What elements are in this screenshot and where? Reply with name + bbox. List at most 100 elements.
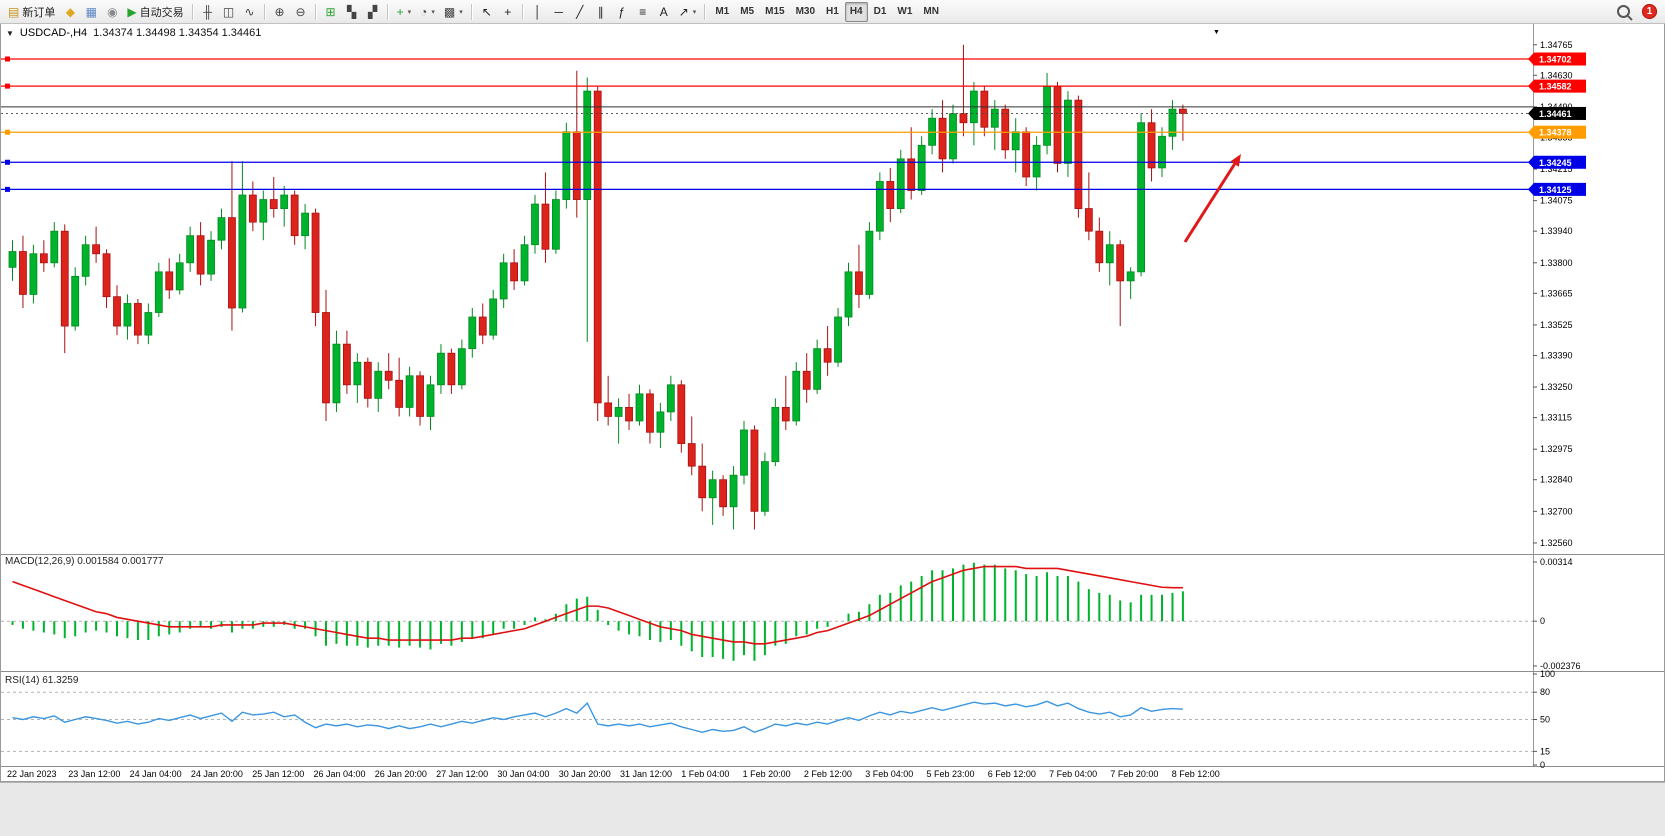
svg-text:1.32560: 1.32560: [1540, 538, 1573, 548]
svg-text:1.34215: 1.34215: [1540, 164, 1573, 174]
window-bottom-strip: [0, 782, 1665, 836]
svg-text:26 Jan 20:00: 26 Jan 20:00: [375, 769, 427, 779]
timeframe-d1-button[interactable]: D1: [873, 6, 887, 17]
timeframe-w1-button[interactable]: W1: [897, 6, 913, 17]
timeframe-buttons: M1 M5 M15 M30 H1 H4 D1 W1 MN: [710, 1, 944, 22]
timeframe-m1-button[interactable]: M1: [715, 6, 730, 17]
svg-text:1.33525: 1.33525: [1540, 320, 1573, 330]
autotrade-button[interactable]: ▶ 自动交易: [123, 2, 187, 22]
lines-group-button[interactable]: ≡: [633, 2, 653, 22]
rsi-axis-tick: 15: [1540, 746, 1550, 756]
vertical-line-button[interactable]: │: [528, 2, 548, 22]
hline-handle[interactable]: [5, 159, 10, 165]
svg-text:1.32700: 1.32700: [1540, 506, 1573, 516]
svg-text:27 Jan 12:00: 27 Jan 12:00: [436, 769, 488, 779]
price-chart-canvas[interactable]: 1.347651.346301.344901.343551.342151.340…: [1, 24, 1664, 780]
price-label: 1.34461: [1528, 106, 1586, 120]
market-watch-icon: ▦: [85, 4, 98, 19]
tile-windows-button[interactable]: ▚: [342, 2, 362, 22]
rsi-label: RSI(14) 61.3259: [5, 675, 79, 686]
hline-handle[interactable]: [5, 129, 10, 135]
svg-text:1.34378: 1.34378: [1539, 128, 1572, 138]
timeframe-m15-button[interactable]: M15: [765, 6, 785, 17]
toolbar: ▤ 新订单 ◆ ▦ ◉ ▶ 自动交易 ╫ ◫ ∿ ⊕ ⊖ ⊞ ▚ ▞ + ▾ ◔ ▾ ▩ ▾ ↖ + │ ─ ╱ ∥ ƒ ≡ A ↗ ▾ M1…: [0, 0, 1665, 24]
notification-badge[interactable]: 1: [1642, 4, 1657, 19]
rsi-axis-tick: 80: [1540, 687, 1550, 697]
svg-text:31 Jan 12:00: 31 Jan 12:00: [620, 769, 672, 779]
add-indicator-button[interactable]: + ▾: [393, 2, 416, 22]
candlestick-chart-button[interactable]: ◫: [219, 2, 239, 22]
tile-windows-icon: ▚: [346, 4, 357, 19]
cascade-windows-button[interactable]: ▞: [363, 2, 383, 22]
timeframe-m30-button[interactable]: M30: [795, 6, 816, 17]
crosshair-icon: +: [504, 4, 512, 19]
toolbar-separator: [386, 3, 389, 20]
dropdown-caret-icon: ▾: [431, 8, 435, 16]
line-chart-icon: ∿: [244, 4, 255, 19]
text-button[interactable]: A: [654, 2, 674, 22]
macd-label: MACD(12,26,9) 0.001584 0.001777: [5, 556, 164, 567]
svg-text:6 Feb 12:00: 6 Feb 12:00: [988, 769, 1036, 779]
svg-text:2 Feb 12:00: 2 Feb 12:00: [804, 769, 852, 779]
svg-text:1.33800: 1.33800: [1540, 258, 1573, 268]
fibonacci-button[interactable]: ƒ: [612, 2, 632, 22]
template-button[interactable]: ▩ ▾: [440, 2, 467, 22]
new-order-button-label: 新订单: [22, 6, 56, 19]
svg-text:1 Feb 20:00: 1 Feb 20:00: [743, 769, 791, 779]
hline-handle[interactable]: [5, 56, 10, 62]
charts-gallery-button[interactable]: ◆: [60, 2, 80, 22]
svg-text:24 Jan 04:00: 24 Jan 04:00: [130, 769, 182, 779]
svg-text:7 Feb 20:00: 7 Feb 20:00: [1110, 769, 1158, 779]
svg-text:26 Jan 04:00: 26 Jan 04:00: [314, 769, 366, 779]
chart-scroll-marker-icon[interactable]: ▼: [1213, 29, 1220, 36]
toolbar-separator: [521, 3, 524, 20]
rsi-axis-tick: 0: [1540, 760, 1545, 770]
clock-icon: ◔: [420, 4, 428, 19]
text-icon: A: [659, 4, 668, 19]
toolbar-separator: [314, 3, 317, 20]
horizontal-line-objects[interactable]: [1, 56, 1533, 192]
zoom-out-button[interactable]: ⊖: [291, 2, 311, 22]
rsi-axis-tick: 50: [1540, 715, 1550, 725]
svg-text:24 Jan 20:00: 24 Jan 20:00: [191, 769, 243, 779]
arrow-annotation[interactable]: [1183, 154, 1241, 243]
hline-handle[interactable]: [5, 83, 10, 89]
dropdown-caret-icon: ▾: [407, 8, 412, 16]
search-button[interactable]: [1613, 2, 1634, 22]
svg-text:1.33115: 1.33115: [1540, 413, 1572, 423]
svg-text:30 Jan 04:00: 30 Jan 04:00: [497, 769, 549, 779]
timeframe-mn-button[interactable]: MN: [923, 6, 939, 17]
trendline-button[interactable]: ╱: [570, 2, 590, 22]
svg-text:1.34075: 1.34075: [1540, 196, 1573, 206]
new-order-button[interactable]: ▤ 新订单: [4, 2, 59, 22]
arrows-button[interactable]: ↗ ▾: [675, 2, 701, 22]
macd-axis-tick: 0: [1540, 616, 1545, 626]
zoom-in-button[interactable]: ⊕: [270, 2, 290, 22]
new-chart-button[interactable]: ⊞: [321, 2, 341, 22]
timeframe-h1-button[interactable]: H1: [826, 6, 839, 17]
market-watch-button[interactable]: ▦: [81, 2, 101, 22]
trendline-icon: ╱: [576, 4, 584, 19]
data-window-button[interactable]: ◉: [102, 2, 122, 22]
toolbar-separator: [263, 3, 266, 20]
zoom-out-icon: ⊖: [295, 4, 306, 19]
rsi-axis-tick: 100: [1540, 669, 1555, 679]
horizontal-line-button[interactable]: ─: [549, 2, 569, 22]
ohlc-values: 1.34374 1.34498 1.34354 1.34461: [93, 27, 262, 39]
candles: [8, 44, 1187, 530]
line-chart-button[interactable]: ∿: [240, 2, 260, 22]
svg-text:30 Jan 20:00: 30 Jan 20:00: [559, 769, 611, 779]
crosshair-button[interactable]: +: [498, 2, 518, 22]
collapse-icon[interactable]: ▼: [6, 28, 14, 38]
macd-axis-tick: 0.00314: [1540, 557, 1573, 567]
chart-window: ▼ USDCAD-,H4 1.34374 1.34498 1.34354 1.3…: [0, 24, 1665, 782]
timeframe-h4-button[interactable]: H4: [844, 1, 868, 22]
channel-button[interactable]: ∥: [591, 2, 611, 22]
svg-text:1.34582: 1.34582: [1539, 82, 1572, 92]
bar-chart-button[interactable]: ╫: [198, 2, 218, 22]
period-selector-button[interactable]: ◔ ▾: [416, 2, 439, 22]
timeframe-m5-button[interactable]: M5: [740, 6, 755, 17]
hline-handle[interactable]: [5, 186, 10, 192]
svg-text:1.34765: 1.34765: [1540, 40, 1573, 50]
cursor-button[interactable]: ↖: [477, 2, 497, 22]
